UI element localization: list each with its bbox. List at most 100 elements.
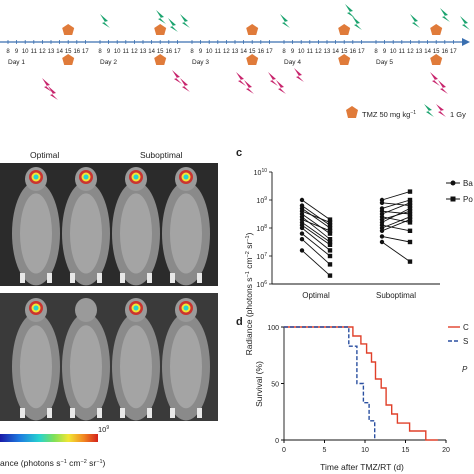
- mouse-body-highlight: [20, 193, 52, 274]
- rt-dose-green-bolt-icon: [180, 14, 190, 28]
- rt-dose-pink-bolt-icon: [438, 80, 448, 94]
- schedule-hour-label: 14: [56, 49, 63, 55]
- mouse-body-highlight: [70, 193, 102, 274]
- panel-c-baseline-point: [299, 231, 305, 236]
- panel-c-pair-line: [381, 191, 411, 201]
- panel-c-legend-label: Ba: [463, 179, 473, 188]
- panel-d-ytick-label: 100: [267, 325, 279, 332]
- tmz-dose-pentagon-icon: [430, 24, 443, 35]
- tmz-dose-pentagon-icon: [62, 24, 75, 35]
- schedule-hour-label: 9: [107, 49, 111, 55]
- panel-d-ylabel: Survival (%): [254, 361, 264, 407]
- schedule-hour-label: 10: [390, 49, 397, 55]
- schedule-hour-label: 16: [349, 49, 356, 55]
- panel-d-legend-label: S: [463, 337, 468, 346]
- tumor-signal-center: [83, 174, 89, 180]
- schedule-hour-label: 13: [416, 49, 423, 55]
- schedule-hour-label: 8: [190, 49, 194, 55]
- panel-c-baseline-point: [299, 225, 305, 231]
- mouse-body-highlight: [170, 193, 202, 274]
- panel-c-pair-line: [301, 199, 331, 220]
- panel-c-baseline-point: [379, 239, 385, 245]
- tumor-signal-center: [133, 305, 139, 311]
- schedule-hour-label: 17: [358, 49, 365, 55]
- panel-c-pair-line: [381, 235, 411, 243]
- schedule-hour-label: 12: [131, 49, 138, 55]
- schedule-hour-label: 13: [232, 49, 239, 55]
- schedule-axis-arrow: [462, 38, 470, 46]
- panel-c-post-point: [407, 239, 413, 245]
- tmz-dose-pentagon-icon: [62, 54, 75, 65]
- panel-c-pair-line: [301, 227, 331, 251]
- tmz-legend-label: TMZ 50 mg kg−1: [362, 110, 416, 119]
- schedule-hour-label: 10: [206, 49, 213, 55]
- schedule-hour-label: 16: [73, 49, 80, 55]
- panel-c-pair-line: [381, 241, 411, 262]
- panel-c-group-label: Suboptimal: [376, 291, 416, 300]
- panel-c-legend-circle: [450, 180, 456, 186]
- schedule-hour-label: 15: [65, 49, 72, 55]
- panel-c-post-point: [407, 209, 413, 214]
- panel-d-red-curve: [284, 326, 438, 441]
- schedule-legend: TMZ 50 mg kg−1 1 Gy: [346, 104, 466, 119]
- rt-dose-green-bolt-icon: [345, 4, 355, 18]
- panel-c-baseline-point: [379, 200, 385, 205]
- mouse-body-highlight: [70, 325, 102, 409]
- panel-c-ytick-label: 1010: [254, 168, 268, 177]
- schedule-day-label: Day 2: [100, 59, 117, 66]
- panel-c-pair-line: [381, 216, 411, 229]
- panel-c-pair-line: [301, 216, 331, 240]
- panel-c-post-point: [327, 273, 333, 278]
- mouse-foot: [47, 273, 52, 283]
- schedule-day-label: Day 5: [376, 59, 393, 66]
- rt-legend-label: 1 Gy: [450, 110, 466, 119]
- schedule-hour-label: 12: [315, 49, 322, 55]
- panel-c-pair-line: [381, 219, 411, 232]
- schedule-hour-label: 9: [291, 49, 295, 55]
- panel-c-baseline-point: [299, 197, 305, 203]
- mouse-foot: [97, 408, 102, 418]
- mouse-foot: [20, 273, 25, 283]
- tmz-dose-pentagon-icon: [430, 54, 443, 65]
- panel-c-ytick-label: 108: [256, 224, 267, 233]
- panel-c-post-point: [407, 217, 413, 222]
- tmz-dose-pentagon-icon: [338, 54, 351, 65]
- panel-c-post-point: [407, 211, 413, 217]
- panel-d-legend-label: C: [463, 323, 469, 332]
- panel-c-pair-line: [381, 199, 411, 209]
- panel-c-post-point: [327, 231, 333, 236]
- tmz-dose-pentagon-icon: [338, 24, 351, 35]
- rt-dose-pink-bolt-icon: [276, 80, 286, 94]
- panel-c-chart: 106 107 108 109 1010 Optimal Suboptimal Ba Po: [254, 168, 474, 300]
- schedule-hour-label: 17: [82, 49, 89, 55]
- tumor-signal-center: [133, 174, 139, 180]
- tumor-signal-center: [183, 174, 189, 180]
- mouse-foot: [70, 273, 75, 283]
- mouse-body-highlight: [120, 325, 152, 409]
- panel-c-pair-line: [301, 233, 331, 257]
- schedule-hour-label: 8: [6, 49, 10, 55]
- panel-d-letter: d: [236, 316, 243, 328]
- schedule-hour-label: 15: [341, 49, 348, 55]
- schedule-hour-label: 11: [399, 49, 406, 55]
- panel-c-post-point: [327, 237, 333, 242]
- panel-c-post-point: [327, 225, 333, 231]
- panel-c-letter: c: [236, 147, 242, 159]
- panel-c-post-point: [327, 239, 333, 245]
- panel-c-post-point: [407, 197, 413, 203]
- imaging-label-optimal: Optimal: [30, 150, 59, 160]
- panel-c-post-point: [407, 206, 413, 211]
- schedule-hour-label: 13: [48, 49, 55, 55]
- panel-c-post-point: [407, 214, 413, 219]
- panel-c-post-point: [327, 262, 333, 267]
- tmz-dose-pentagon-icon: [246, 24, 259, 35]
- schedule-hour-label: 8: [98, 49, 102, 55]
- panel-c-post-point: [327, 223, 333, 228]
- schedule-hour-label: 14: [240, 49, 247, 55]
- schedule-day-label: Day 4: [284, 59, 301, 66]
- schedule-hour-label: 10: [22, 49, 29, 55]
- rt-dose-green-bolt-icon: [168, 18, 178, 32]
- schedule-hour-label: 11: [307, 49, 314, 55]
- panel-c-pair-line: [301, 250, 331, 276]
